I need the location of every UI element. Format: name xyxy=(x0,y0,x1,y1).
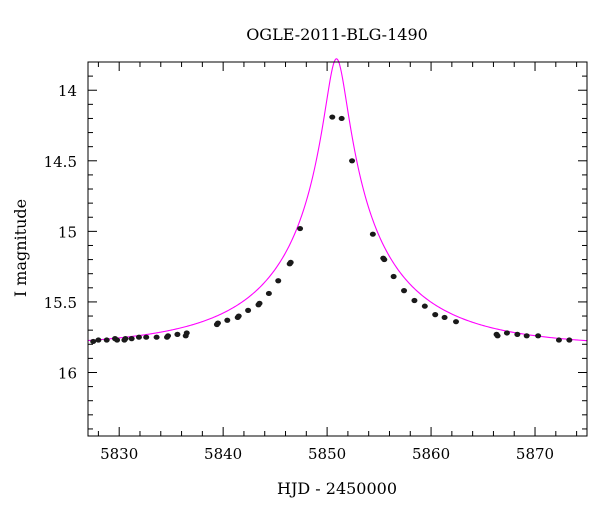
data-point xyxy=(411,297,418,304)
y-tick-label: 16 xyxy=(58,364,77,382)
data-point xyxy=(453,319,460,325)
model-curve xyxy=(87,58,588,342)
plot-frame xyxy=(87,61,588,437)
x-tick-label: 5870 xyxy=(516,445,554,463)
data-point xyxy=(329,114,336,120)
data-point xyxy=(103,337,110,343)
data-point xyxy=(183,330,190,336)
data-point xyxy=(90,338,97,345)
y-tick-label: 15 xyxy=(58,223,77,241)
x-tick-label: 5840 xyxy=(204,445,242,463)
data-point xyxy=(432,312,439,318)
chart-title: OGLE-2011-BLG-1490 xyxy=(246,25,428,44)
data-point xyxy=(555,337,562,343)
x-axis-label: HJD - 2450000 xyxy=(277,479,397,498)
data-point xyxy=(135,334,142,340)
y-tick-label: 14.5 xyxy=(44,153,77,171)
y-tick-label: 15.5 xyxy=(44,294,77,312)
data-point xyxy=(287,259,294,266)
data-point xyxy=(174,331,181,337)
data-point xyxy=(390,273,397,280)
data-point xyxy=(224,317,231,323)
x-tick-label: 5860 xyxy=(412,445,450,463)
data-points-layer xyxy=(90,114,573,345)
x-tick-label: 5830 xyxy=(100,445,138,463)
data-point xyxy=(369,231,376,237)
data-point xyxy=(338,115,345,122)
data-point xyxy=(523,333,530,339)
data-point xyxy=(494,333,501,339)
data-point xyxy=(128,336,135,342)
data-point xyxy=(381,256,388,263)
x-tick-label: 5850 xyxy=(308,445,346,463)
data-point xyxy=(143,334,150,340)
data-point xyxy=(245,307,252,313)
data-point xyxy=(265,290,272,297)
data-point xyxy=(514,331,521,337)
data-point xyxy=(235,313,242,319)
y-tick-label: 14 xyxy=(58,82,77,100)
data-point xyxy=(535,333,542,339)
data-point xyxy=(214,320,221,326)
data-point xyxy=(114,337,121,343)
data-point xyxy=(122,336,129,342)
data-point xyxy=(349,158,356,164)
model-curve-layer xyxy=(87,58,588,342)
data-point xyxy=(566,337,573,343)
data-point xyxy=(297,225,304,232)
data-point xyxy=(165,333,172,339)
data-point xyxy=(275,278,282,284)
data-point xyxy=(503,330,510,336)
data-point xyxy=(401,288,408,294)
data-point xyxy=(153,334,160,340)
data-point xyxy=(256,300,263,306)
axis-ticks-layer: 5830 5840 5850 5860 5870 14 14.5 15 15.5 16 xyxy=(44,61,587,463)
y-axis-label: I magnitude xyxy=(11,199,30,297)
data-point xyxy=(421,303,428,309)
data-point xyxy=(95,337,102,343)
data-point xyxy=(441,314,448,321)
